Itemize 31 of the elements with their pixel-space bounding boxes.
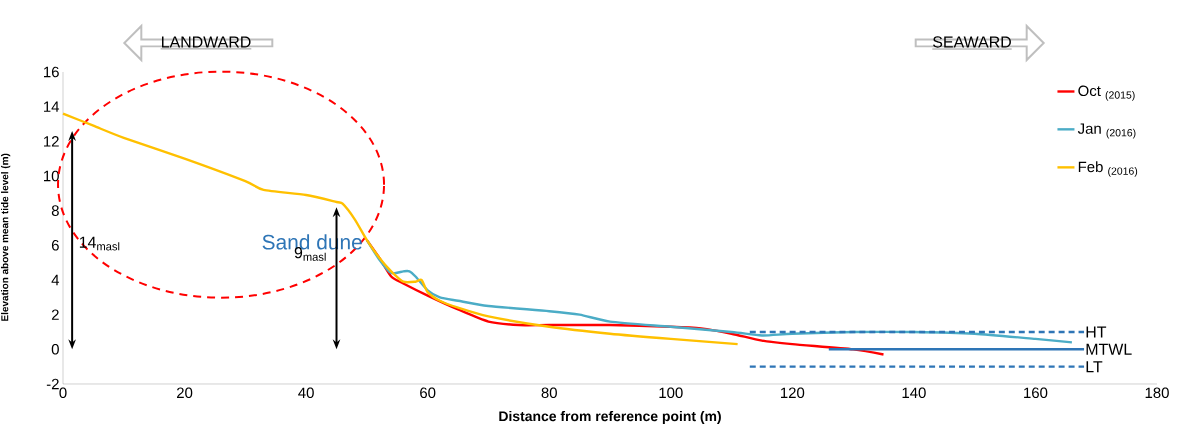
y-tick-label: 12 — [44, 136, 59, 147]
y-axis-title: Elevation above mean tide level (m) — [0, 153, 11, 321]
x-tick-label: 160 — [1024, 387, 1048, 399]
series-label: HT — [1086, 326, 1107, 338]
y-tick-label: 0 — [51, 344, 59, 355]
line-series — [61, 112, 739, 346]
y-tick-label: 6 — [51, 240, 59, 251]
y-tick-label: -2 — [46, 378, 59, 390]
annotation: 14$_{masl}$ — [79, 236, 120, 251]
x-tick-label: 180 — [1145, 387, 1169, 399]
x-tick-label: 100 — [659, 387, 683, 399]
legend-label: Oct $_{(2015)}$ — [1078, 85, 1135, 101]
y-tick-label: 16 — [44, 66, 59, 78]
series-label: MTWL — [1086, 343, 1132, 355]
x-tick-label: 120 — [781, 387, 805, 399]
y-tick-label: 8 — [51, 205, 59, 216]
y-tick-label: 10 — [44, 170, 59, 182]
x-tick-label: 20 — [177, 387, 193, 399]
text: LANDWARD — [162, 36, 251, 48]
legend-label: Jan $_{(2016)}$ — [1077, 123, 1136, 139]
x-tick-label: 140 — [902, 387, 926, 399]
x-tick-label: 80 — [541, 387, 557, 399]
y-tick-label: 2 — [51, 309, 59, 320]
y-tick-label: 14 — [44, 101, 60, 112]
y-tick-label: 4 — [51, 274, 60, 286]
x-axis-title: Distance from reference point (m) — [499, 410, 721, 424]
x-tick-label: 40 — [298, 387, 314, 399]
text: SEAWARD — [933, 36, 1011, 48]
series-label: LT — [1086, 361, 1103, 373]
x-tick-label: 60 — [420, 387, 436, 399]
legend-label: Feb $_{(2016)}$ — [1078, 161, 1138, 177]
